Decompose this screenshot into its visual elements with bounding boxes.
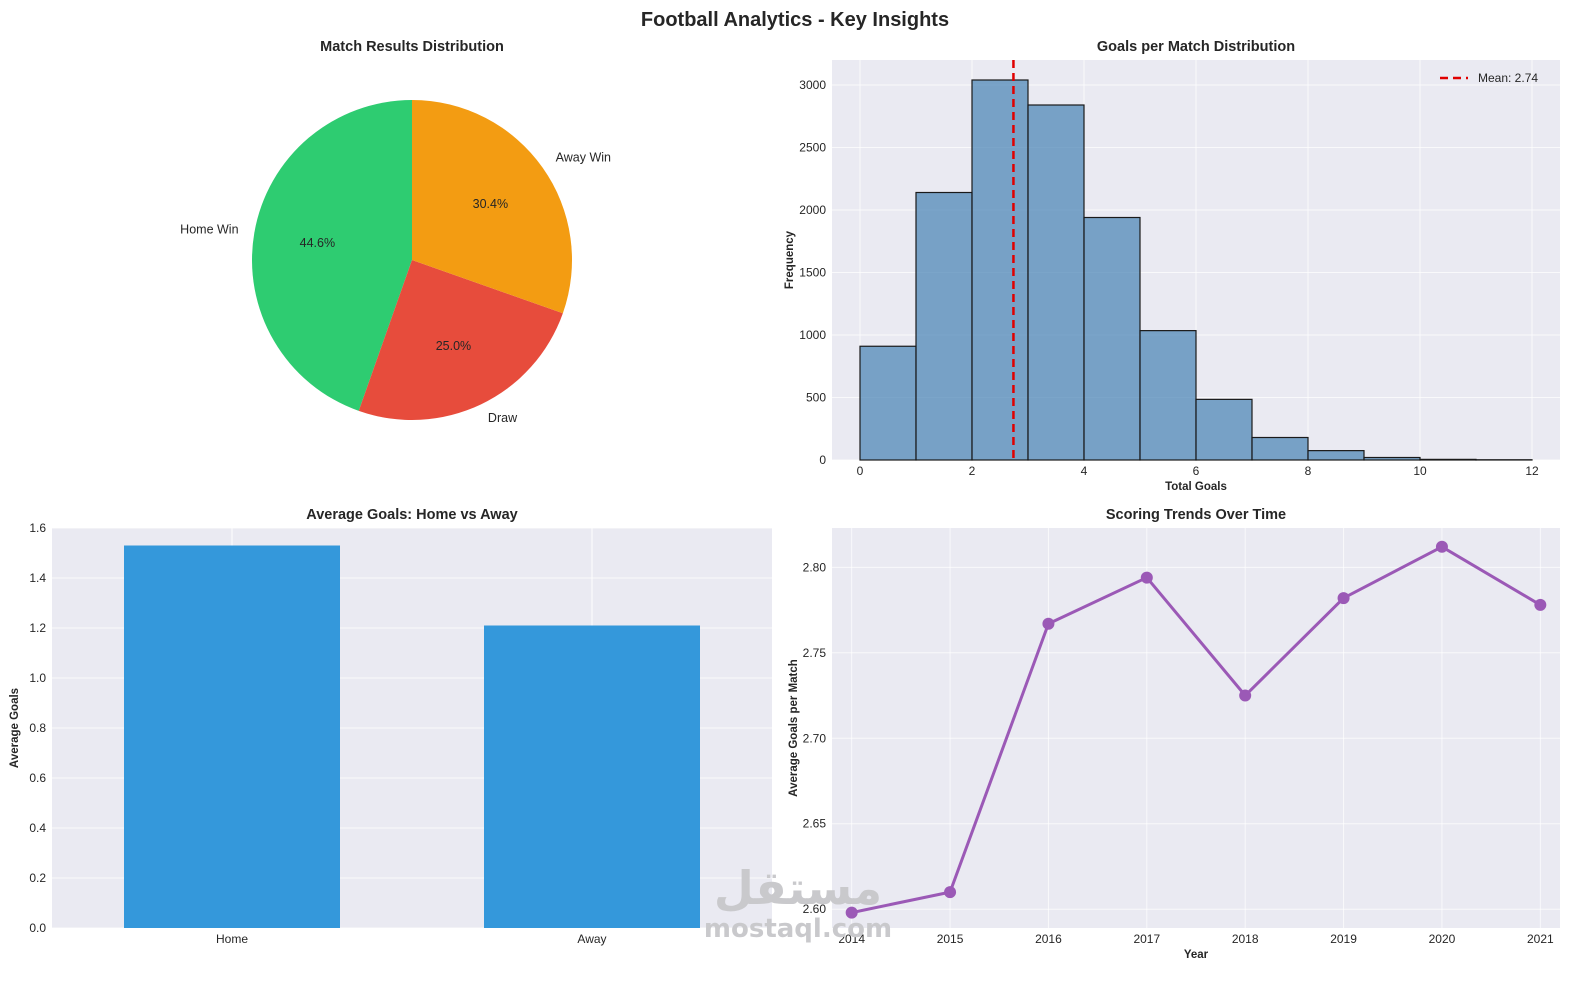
hist-ytick-label: 500 (806, 391, 826, 405)
hist-ytick-label: 2000 (799, 203, 826, 217)
hist-bar (1419, 458, 1477, 461)
pie-slice-away-win (412, 100, 573, 314)
line-ytick-label: 2.70 (803, 731, 827, 745)
bar-xtick-label-away: Away (577, 932, 606, 946)
pie-label-draw: Draw (488, 411, 518, 425)
line-ytick-label: 2.65 (803, 817, 827, 831)
line-point-2015 (944, 886, 957, 899)
hist-xtick-label: 0 (857, 464, 864, 478)
line-xlabel: Year (1184, 949, 1209, 961)
pie-label-away-win: Away Win (556, 151, 611, 165)
pie-chart-match-results: Match Results Distribution Home Win 44.6% D… (180, 39, 611, 425)
hist-xtick-label: 6 (1193, 464, 1200, 478)
hist-xtick-label: 4 (1081, 464, 1088, 478)
bar-ylabel: Average Goals (9, 688, 21, 768)
bar-home (124, 545, 340, 928)
bar-away (484, 625, 700, 928)
line-xtick-label: 2020 (1429, 932, 1456, 946)
pie-pct-away-win: 30.4% (473, 197, 508, 211)
bar-ytick-label: 1.0 (29, 671, 46, 685)
line-xtick-label: 2021 (1527, 932, 1554, 946)
pie-slice-home-win (252, 100, 412, 411)
hist-title: Goals per Match Distribution (1097, 39, 1295, 55)
bar-ytick-label: 0.4 (29, 821, 46, 835)
pie-slice-draw (358, 260, 563, 420)
pie-label-home-win: Home Win (180, 223, 238, 237)
bar-xtick-label-home: Home (216, 932, 248, 946)
line-point-2020 (1435, 540, 1448, 553)
line-point-2018 (1239, 689, 1252, 702)
hist-ytick-label: 3000 (799, 78, 826, 92)
bar-ytick-label: 0.6 (29, 771, 46, 785)
hist-ytick-label: 2500 (799, 141, 826, 155)
hist-bar (1195, 398, 1253, 461)
bar-ytick-label: 0.0 (29, 921, 46, 935)
bar-title: Average Goals: Home vs Away (306, 507, 517, 523)
hist-bar (859, 345, 917, 461)
line-xtick-label: 2015 (937, 932, 964, 946)
line-xtick-label: 2019 (1330, 932, 1357, 946)
hist-bar (1251, 436, 1309, 461)
hist-bar (1083, 216, 1141, 461)
bar-ytick-label: 1.4 (29, 571, 46, 585)
line-xtick-label: 2016 (1035, 932, 1062, 946)
line-chart-scoring-trends: 2014 2015 2016 2017 2018 2019 2020 2021 2.60 2.65… (788, 507, 1560, 961)
hist-bar (1027, 104, 1085, 461)
line-xtick-label: 2017 (1133, 932, 1160, 946)
hist-xlabel: Total Goals (1165, 481, 1227, 493)
pie-title: Match Results Distribution (320, 39, 504, 55)
hist-ytick-label: 1500 (799, 266, 826, 280)
line-plot-area (832, 528, 1560, 928)
histogram-goals-per-match: 0 2 4 6 8 10 12 0 500 1000 1500 2000 2500 3000 Goals p… (784, 39, 1560, 493)
line-point-2014 (845, 906, 858, 919)
hist-xtick-label: 8 (1305, 464, 1312, 478)
hist-bar (971, 79, 1029, 461)
line-title: Scoring Trends Over Time (1106, 507, 1286, 523)
hist-bar (915, 191, 973, 461)
hist-ytick-label: 0 (819, 453, 826, 467)
bar-ytick-label: 0.8 (29, 721, 46, 735)
hist-bar (1307, 450, 1365, 461)
line-point-2019 (1337, 592, 1350, 605)
hist-xtick-label: 2 (969, 464, 976, 478)
hist-xtick-label: 10 (1413, 464, 1427, 478)
bar-ytick-label: 1.2 (29, 621, 46, 635)
line-point-2017 (1140, 571, 1153, 584)
figure-title: Football Analytics - Key Insights (641, 9, 949, 31)
hist-bar (1363, 456, 1421, 461)
line-xtick-label: 2018 (1232, 932, 1259, 946)
bar-ytick-label: 0.2 (29, 871, 46, 885)
line-xtick-label: 2014 (838, 932, 865, 946)
hist-ylabel: Frequency (784, 230, 796, 289)
hist-legend-label: Mean: 2.74 (1478, 71, 1538, 85)
line-ytick-label: 2.75 (803, 646, 827, 660)
hist-xtick-label: 12 (1525, 464, 1539, 478)
line-ytick-label: 2.60 (803, 902, 827, 916)
line-point-2016 (1042, 617, 1055, 630)
hist-ytick-label: 1000 (799, 328, 826, 342)
bar-chart-home-vs-away: Home Away 0.0 0.2 0.4 0.6 0.8 1.0 1.2 1.4 1.6 Avera… (9, 507, 772, 946)
hist-bar (1139, 330, 1197, 461)
line-series-trend (851, 545, 1542, 915)
bar-ytick-label: 1.6 (29, 521, 46, 535)
pie-pct-home-win: 44.6% (300, 236, 335, 250)
pie-pct-draw: 25.0% (436, 339, 471, 353)
line-ylabel: Average Goals per Match (788, 659, 800, 797)
line-ytick-label: 2.80 (803, 560, 827, 574)
line-point-2021 (1534, 598, 1547, 611)
